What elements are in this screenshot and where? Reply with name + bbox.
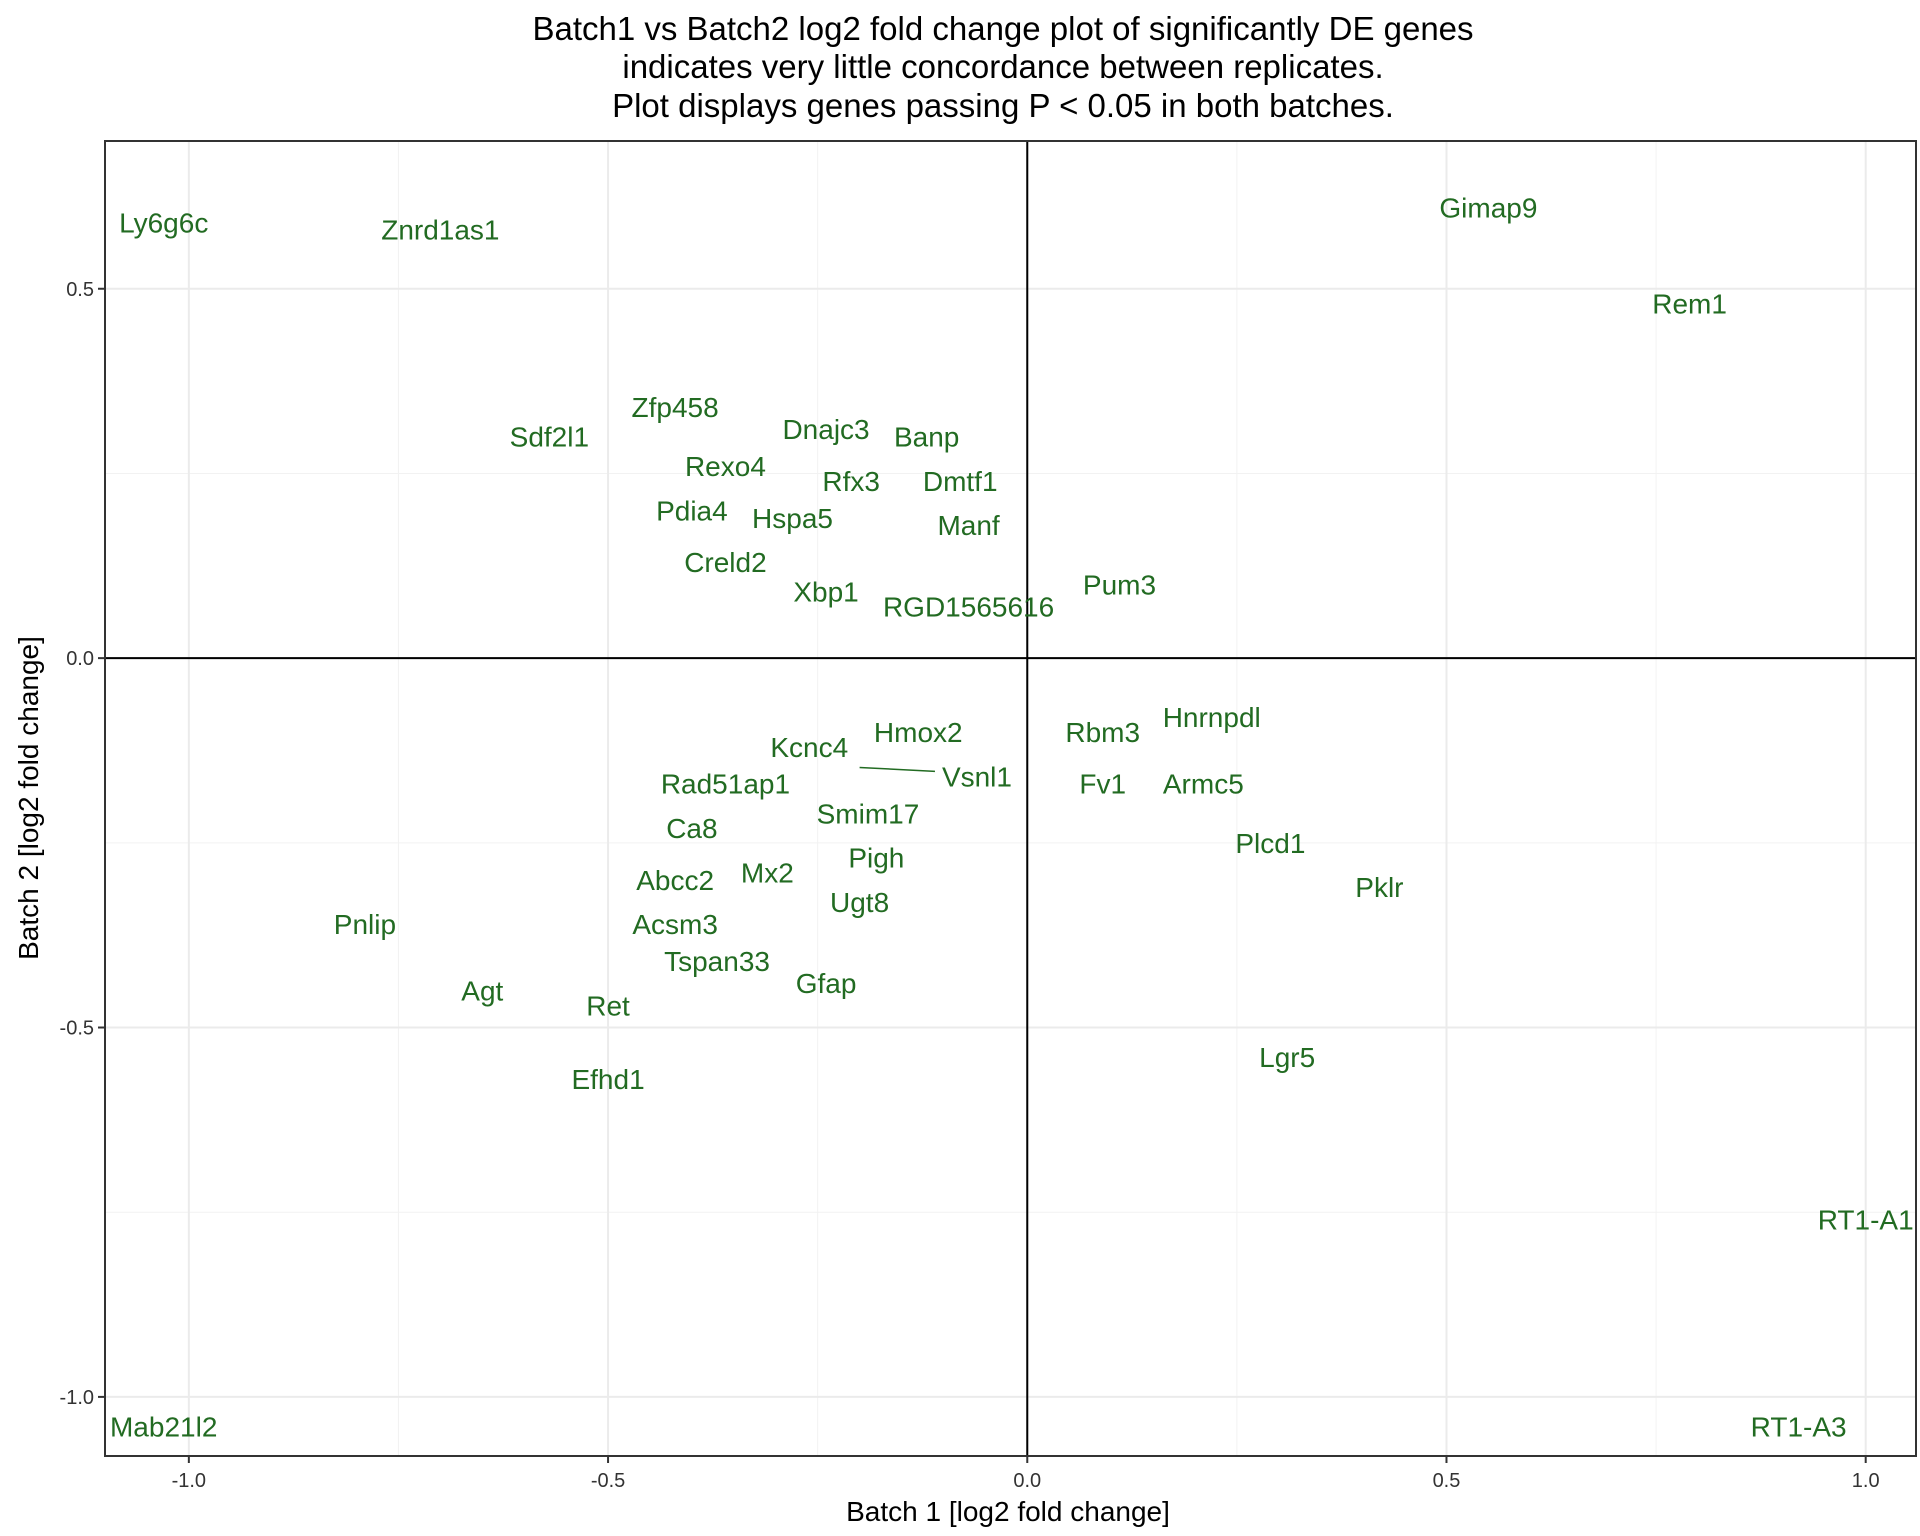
gene-labels: Ly6g6c Znrd1as1 Gimap9 Rem1 Zfp458 Sdf2l1 Dnaj… <box>110 192 1914 1442</box>
gene-label-mx2: Mx2 <box>741 857 794 888</box>
gene-label-hspa5: Hspa5 <box>752 503 833 534</box>
gene-label-hmox2: Hmox2 <box>874 717 963 748</box>
gene-label-pklr: Pklr <box>1355 872 1403 903</box>
gene-label-tspan33: Tspan33 <box>664 946 770 977</box>
gene-label-mab21l2: Mab21l2 <box>110 1411 217 1442</box>
gene-label-rfx3: Rfx3 <box>822 466 880 497</box>
gene-label-abcc2: Abcc2 <box>636 865 714 896</box>
gene-label-banp: Banp <box>894 422 959 453</box>
gene-label-rgd1565616: RGD1565616 <box>883 591 1054 622</box>
gene-label-rt1-a1: RT1-A1 <box>1818 1205 1914 1236</box>
gene-label-dnajc3: Dnajc3 <box>782 414 869 445</box>
gene-label-gfap: Gfap <box>796 968 857 999</box>
gene-label-manf: Manf <box>937 510 999 541</box>
label-connector-line <box>859 766 936 773</box>
x-tick-label: -1.0 <box>172 1470 206 1492</box>
y-tick-label: 0.0 <box>66 648 94 670</box>
gene-label-pigh: Pigh <box>848 843 904 874</box>
y-tick-label: 0.5 <box>66 279 94 301</box>
gene-label-rad51ap1: Rad51ap1 <box>661 769 790 800</box>
gene-label-pdia4: Pdia4 <box>656 495 728 526</box>
gene-label-rt1-a3: RT1-A3 <box>1751 1411 1847 1442</box>
gene-label-vsnl1: Vsnl1 <box>942 761 1012 792</box>
gene-label-creld2: Creld2 <box>684 547 766 578</box>
gene-label-rbm3: Rbm3 <box>1065 717 1140 748</box>
gene-label-smim17: Smim17 <box>817 798 920 829</box>
gene-label-ly6g6c: Ly6g6c <box>119 207 208 238</box>
gene-label-dmtf1: Dmtf1 <box>923 466 998 497</box>
gene-label-znrd1as1: Znrd1as1 <box>381 215 499 246</box>
gene-label-ret: Ret <box>586 990 630 1021</box>
gene-label-sdf2l1: Sdf2l1 <box>510 422 589 453</box>
gene-label-xbp1: Xbp1 <box>793 577 858 608</box>
plot-panel-border <box>104 140 1917 1457</box>
gene-label-pum3: Pum3 <box>1083 569 1156 600</box>
gene-label-acsm3: Acsm3 <box>632 909 718 940</box>
gene-label-fv1: Fv1 <box>1079 769 1126 800</box>
chart-title-line-3: Plot displays genes passing P < 0.05 in … <box>612 87 1394 124</box>
gene-label-ugt8: Ugt8 <box>830 887 889 918</box>
x-tick-label: -0.5 <box>591 1470 625 1492</box>
gene-label-rem1: Rem1 <box>1652 289 1727 320</box>
gene-label-plcd1: Plcd1 <box>1235 828 1305 859</box>
gene-label-pnlip: Pnlip <box>334 909 396 940</box>
gene-label-agt: Agt <box>461 976 503 1007</box>
x-tick-label: 0.0 <box>1013 1470 1041 1492</box>
y-axis-title: Batch 2 [log2 fold change] <box>13 636 44 960</box>
y-tick-label: -0.5 <box>60 1018 94 1040</box>
gene-label-armc5: Armc5 <box>1163 769 1244 800</box>
x-tick-label: 0.5 <box>1433 1470 1461 1492</box>
y-tick-label: -1.0 <box>60 1387 94 1409</box>
x-axis-title: Batch 1 [log2 fold change] <box>846 1496 1170 1527</box>
gene-label-gimap9: Gimap9 <box>1439 192 1537 223</box>
gene-label-lgr5: Lgr5 <box>1259 1042 1315 1073</box>
chart-title-line-2: indicates very little concordance betwee… <box>622 48 1383 85</box>
x-tick-label: 1.0 <box>1852 1470 1880 1492</box>
reference-lines <box>105 141 1916 1456</box>
axis-ticks: -1.0 -0.5 0.0 0.5 1.0 -1.0 -0.5 0.0 0.5 <box>60 279 1880 1492</box>
gene-label-kcnc4: Kcnc4 <box>770 732 848 763</box>
gene-label-rexo4: Rexo4 <box>685 451 766 482</box>
gene-label-efhd1: Efhd1 <box>571 1064 644 1095</box>
gene-label-hnrnpdl: Hnrnpdl <box>1163 702 1261 733</box>
gene-label-zfp458: Zfp458 <box>632 392 719 423</box>
gene-label-ca8: Ca8 <box>666 813 717 844</box>
chart-title-line-1: Batch1 vs Batch2 log2 fold change plot o… <box>532 10 1473 47</box>
